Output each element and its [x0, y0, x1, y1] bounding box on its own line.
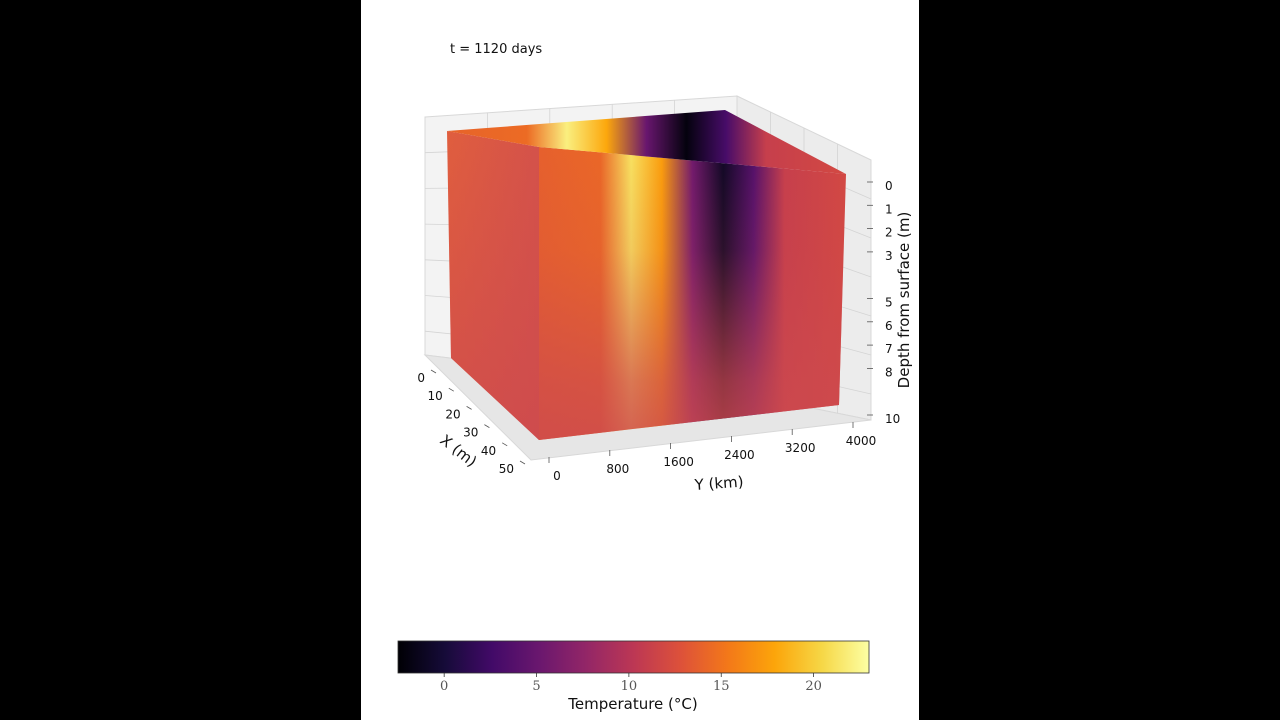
- y-tick-label: 2400: [724, 448, 755, 462]
- z-tick-label: 5: [885, 296, 893, 310]
- x-tick-mark: [466, 406, 472, 410]
- x-tick-mark: [430, 369, 437, 374]
- colorbar-gradient: [397, 640, 870, 674]
- x-tick-label: 20: [445, 407, 460, 421]
- z-tick-label: 0: [885, 179, 893, 193]
- z-tick-label: 7: [885, 342, 893, 356]
- x-tick-label: 30: [463, 426, 478, 440]
- colorbar: 0 5 10 15 20 Temperature (°C): [397, 640, 870, 713]
- colorbar-tick-label: 0: [440, 679, 448, 694]
- y-axis-label: Y (km): [693, 473, 744, 494]
- figure-panel: 0 10 20 30 40 50 X (m) 0 800 1600 2400 3200 4000 Y…: [361, 0, 919, 720]
- x-tick-mark: [484, 424, 490, 428]
- top-face: [447, 110, 846, 174]
- z-tick-label: 6: [885, 319, 893, 333]
- colorbar-label: Temperature (°C): [567, 695, 697, 713]
- y-tick-label: 3200: [785, 441, 816, 455]
- x-tick-mark: [519, 460, 526, 465]
- x-tick-label: 50: [499, 462, 514, 476]
- y-tick-label: 0: [553, 469, 561, 483]
- z-tick-label: 1: [885, 202, 893, 216]
- temperature-volume: [447, 110, 846, 440]
- x-tick-label: 40: [481, 444, 496, 458]
- colorbar-tick-label: 20: [805, 679, 822, 694]
- colorbar-tick-label: 15: [713, 679, 730, 694]
- y-axis: 0 800 1600 2400 3200 4000 Y (km): [548, 422, 877, 494]
- colorbar-tick-label: 10: [621, 679, 638, 694]
- y-tick-label: 4000: [846, 434, 877, 448]
- front-face-fade: [539, 147, 846, 440]
- colorbar-tick-label: 5: [532, 679, 540, 694]
- z-tick-label: 8: [885, 365, 893, 379]
- z-tick-label: 2: [885, 226, 893, 240]
- y-tick-label: 1600: [663, 455, 694, 469]
- x-tick-label: 10: [428, 389, 443, 403]
- z-tick-label: 10: [885, 412, 900, 426]
- time-label: t = 1120 days: [450, 42, 542, 57]
- z-tick-label: 3: [885, 249, 893, 263]
- x-tick-mark: [501, 442, 508, 447]
- z-axis-label: Depth from surface (m): [895, 212, 913, 389]
- left-side-fade: [447, 131, 539, 440]
- x-tick-label: 0: [417, 371, 425, 385]
- y-tick-label: 800: [606, 462, 629, 476]
- x-tick-mark: [448, 387, 455, 392]
- z-axis: 0 1 2 3 5 6 7 8 10 Depth from surface (m): [867, 179, 913, 426]
